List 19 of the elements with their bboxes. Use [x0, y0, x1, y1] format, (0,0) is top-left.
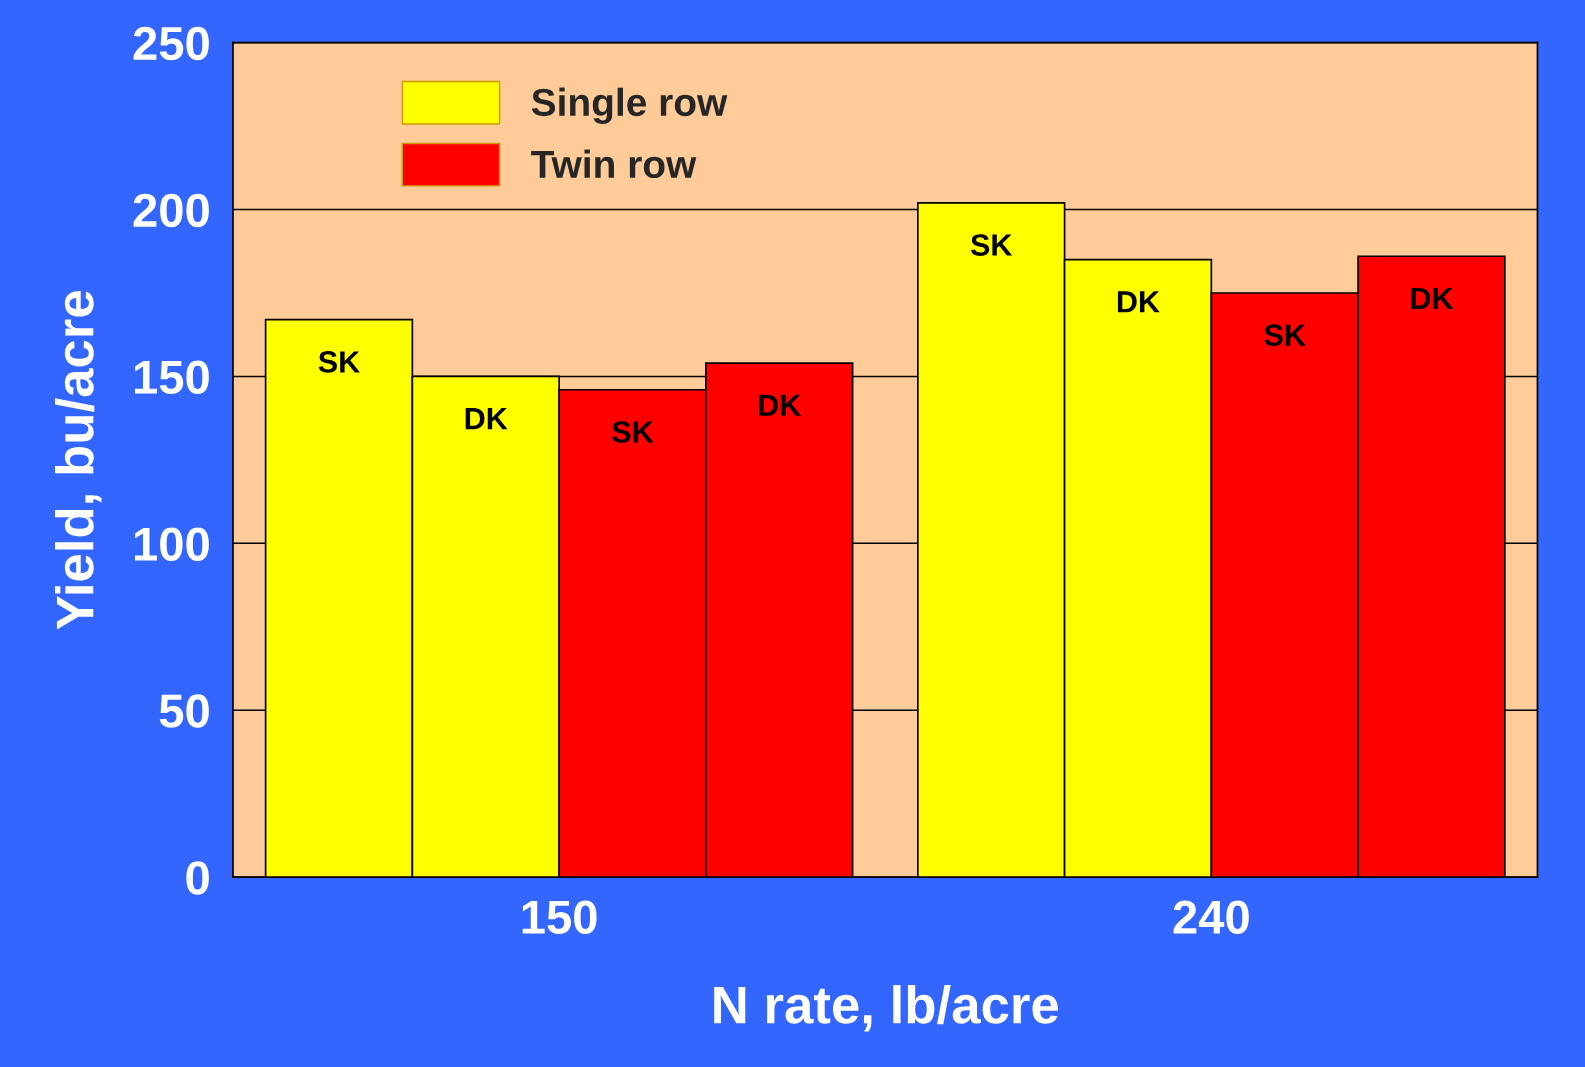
- legend-label: Twin row: [531, 149, 697, 179]
- data-label: DK: [1411, 287, 1454, 309]
- y-tick-label: 100: [134, 527, 209, 561]
- y-tick-label: 50: [159, 694, 209, 728]
- data-label: SK: [970, 234, 1013, 256]
- data-label: DK: [465, 408, 508, 430]
- y-tick-label: 150: [134, 360, 209, 395]
- y-tick-label: 200: [133, 193, 209, 228]
- data-label: SK: [1264, 324, 1306, 346]
- data-label: SK: [612, 421, 654, 443]
- y-tick-label: 250: [133, 26, 209, 61]
- y-tick-label: 0: [186, 861, 209, 895]
- x-tick-label: 240: [1173, 900, 1249, 934]
- data-label: DK: [759, 394, 802, 416]
- x-axis-title: N rate, lb/acre: [714, 984, 1058, 1032]
- data-label: DK: [1117, 291, 1160, 313]
- data-label: SK: [318, 351, 360, 373]
- legend-label: Single row: [531, 87, 728, 125]
- y-axis-title: Yield, bu/acre: [55, 291, 102, 630]
